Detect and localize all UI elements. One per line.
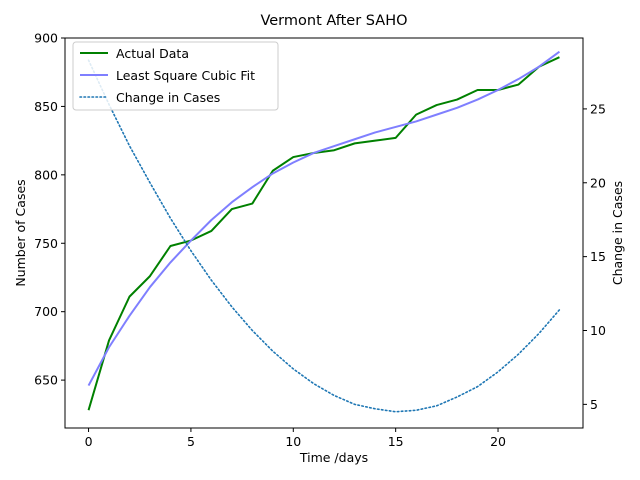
x-axis-title: Time /days [299, 450, 368, 465]
x-tick-label: 15 [388, 434, 404, 449]
y2-tick-label: 20 [590, 175, 606, 190]
y2-axis-title: Change in Cases [610, 181, 625, 285]
axes-layer: 0 5 10 15 20 650 700 750 800 850 900 5 10 15 20 25 [34, 31, 606, 450]
x-tick-label: 20 [490, 434, 506, 449]
legend-label-actual-data: Actual Data [116, 46, 189, 61]
legend: Actual Data Least Square Cubic Fit Chang… [72, 41, 279, 111]
y-tick-label: 750 [34, 236, 58, 251]
y2-tick-label: 15 [590, 249, 606, 264]
legend-label-change-in-cases: Change in Cases [116, 90, 220, 105]
x-tick-label: 0 [85, 434, 93, 449]
y2-tick-label: 10 [590, 323, 606, 338]
series-layer [87, 50, 561, 413]
y-tick-label: 650 [34, 373, 58, 388]
series-line-least-square-cubic-fit [87, 50, 561, 387]
y-axis-title: Number of Cases [13, 179, 28, 286]
chart-title: Vermont After SAHO [260, 13, 407, 29]
legend-box [72, 41, 279, 111]
series-line-actual-data [87, 56, 560, 411]
y2-tick-label: 5 [590, 397, 598, 412]
y-tick-label: 900 [34, 31, 58, 46]
y2-tick-label: 25 [590, 101, 606, 116]
plot-frame [64, 37, 584, 429]
x-tick-label: 10 [285, 434, 301, 449]
legend-label-least-square-cubic-fit: Least Square Cubic Fit [116, 68, 255, 83]
series-line-change-in-cases [87, 59, 561, 413]
y-tick-label: 850 [34, 99, 58, 114]
y-tick-label: 800 [34, 167, 58, 182]
x-tick-label: 5 [187, 434, 195, 449]
y-tick-label: 700 [34, 304, 58, 319]
